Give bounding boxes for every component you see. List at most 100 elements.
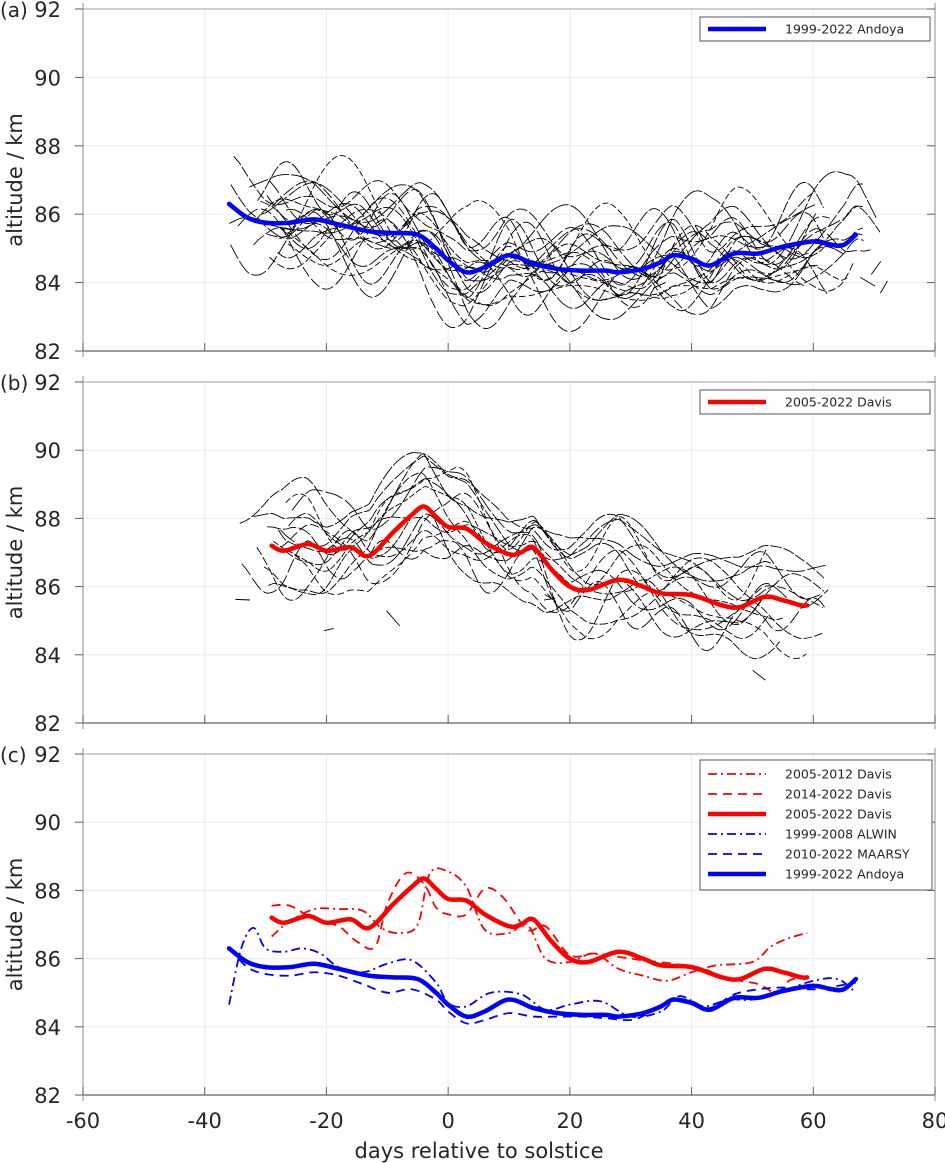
legend: 2005-2012 Davis 2014-2022 Davis 2005-2022 … (699, 759, 933, 891)
individual-year-line (269, 180, 830, 286)
individual-year-line (285, 467, 768, 601)
individual-year-fragment (653, 282, 666, 289)
legend: 2005-2022 Davis (699, 389, 931, 415)
series-lines (269, 504, 810, 610)
x-tick-label: 20 (556, 1109, 583, 1133)
x-tick-label: -40 (188, 1109, 222, 1133)
series-lines (226, 867, 859, 1025)
series-line-1999-2022-andoya (226, 946, 859, 1020)
individual-year-line (253, 452, 772, 582)
series-line-1999-2022-andoya (226, 201, 859, 275)
series-line-2005-2022-davis (269, 504, 810, 610)
legend: 1999-2022 Andoya (699, 16, 931, 42)
individual-year-line (267, 208, 828, 316)
x-tick-label: 40 (678, 1109, 705, 1133)
individual-year-line (266, 192, 828, 284)
individual-year-fragment (324, 627, 334, 632)
y-axis-title: altitude / km (3, 858, 27, 992)
x-tick-label: 80 (922, 1109, 945, 1133)
x-tick-label: 60 (800, 1109, 827, 1133)
x-axis-tick-labels: -60 -40 -20 0 20 40 60 80 (66, 1109, 945, 1133)
individual-year-fragment (860, 277, 876, 287)
y-tick-label: 92 (34, 0, 61, 22)
individual-year-line (285, 516, 762, 626)
series-line-2014-2022-davis (271, 871, 802, 994)
x-tick-label: 0 (441, 1109, 454, 1133)
individual-year-traces (229, 155, 888, 332)
individual-year-fragment (694, 224, 704, 241)
individual-year-line (229, 217, 845, 309)
individual-year-line (260, 197, 864, 308)
individual-year-fragment (543, 597, 556, 601)
panel-c: 82 84 86 88 90 92 (c) altitude / km 2005-2012 Da… (0, 743, 936, 1108)
y-tick-label: 88 (34, 507, 61, 531)
y-tick-label: 88 (34, 135, 61, 159)
individual-year-line (267, 478, 822, 600)
axes: 82 84 86 88 90 92 (c) altitude / km (0, 743, 936, 1108)
y-tick-label: 82 (34, 712, 61, 736)
y-tick-label: 90 (34, 66, 61, 90)
panel-b: 82 84 86 88 90 92(b) altitude / km 2005-2022 Da… (0, 371, 936, 736)
individual-year-line (230, 184, 816, 284)
axes: 82 84 86 88 90 92 (a) altitude / km (0, 0, 936, 364)
panel-label: (a) (0, 0, 28, 22)
grid (83, 9, 935, 351)
individual-year-fragment (870, 261, 882, 275)
y-tick-label: 92 (34, 371, 61, 395)
panel-label: (b) (0, 371, 28, 395)
series-line-2005-2022-davis (269, 876, 810, 982)
individual-year-line (285, 208, 871, 299)
y-tick-label: 90 (34, 811, 61, 835)
individual-year-fragment (879, 280, 888, 294)
legend-entry-label: 2010-2022 MAARSY (785, 847, 910, 862)
grid (83, 754, 935, 1095)
individual-year-line (253, 202, 863, 325)
x-tick-label: -20 (309, 1109, 343, 1133)
individual-year-fragment (235, 598, 251, 601)
individual-year-line (281, 492, 824, 631)
individual-year-line (291, 466, 828, 572)
y-tick-label: 82 (34, 1084, 61, 1108)
y-tick-label: 92 (34, 743, 61, 767)
y-tick-label: 86 (34, 203, 61, 227)
series-line-2010-2022-maarsy (228, 947, 857, 1025)
panel-a: 82 84 86 88 90 92 (a) altitude / km 1999-2022 An… (0, 0, 936, 364)
individual-year-line (249, 171, 877, 280)
y-tick-label: 84 (34, 1016, 61, 1040)
grid (83, 382, 935, 723)
individual-year-line (279, 191, 817, 298)
y-tick-label: 90 (34, 439, 61, 463)
legend-entry-label: 2005-2012 Davis (785, 767, 892, 782)
series-line-1999-2008-alwin (228, 927, 857, 1018)
y-tick-label: 88 (34, 879, 61, 903)
y-tick-label: 84 (34, 272, 61, 296)
legend-entry-label: 1999-2008 ALWIN (785, 827, 897, 842)
individual-year-line (256, 530, 769, 641)
legend-entry-label: 1999-2022 Andoya (785, 867, 904, 882)
x-axis-title: days relative to solstice (355, 1139, 604, 1163)
y-axis-title: altitude / km (3, 113, 27, 247)
y-tick-label: 84 (34, 644, 61, 668)
individual-year-fragment (544, 594, 557, 602)
individual-year-line (260, 181, 863, 278)
individual-year-line (233, 156, 813, 258)
legend-entry-label: 2005-2022 Davis (785, 395, 892, 410)
legend-entry-label: 2014-2022 Davis (785, 787, 892, 802)
y-tick-label: 82 (34, 340, 61, 364)
x-tick-label: -60 (66, 1109, 100, 1133)
individual-year-line (230, 211, 864, 330)
legend-box (699, 759, 933, 891)
individual-year-line (241, 539, 827, 652)
individual-year-fragment (752, 669, 766, 681)
axes: 82 84 86 88 90 92(b) altitude / km (0, 371, 936, 736)
legend-entry-label: 1999-2022 Andoya (785, 22, 904, 37)
y-tick-label: 86 (34, 576, 61, 600)
legend-entry-label: 2005-2022 Davis (785, 807, 892, 822)
y-tick-label: 86 (34, 948, 61, 972)
individual-year-traces (235, 452, 829, 681)
panel-label: (c) (0, 743, 27, 767)
series-lines (226, 201, 859, 275)
individual-year-fragment (386, 610, 401, 627)
y-axis-title: altitude / km (3, 486, 27, 620)
